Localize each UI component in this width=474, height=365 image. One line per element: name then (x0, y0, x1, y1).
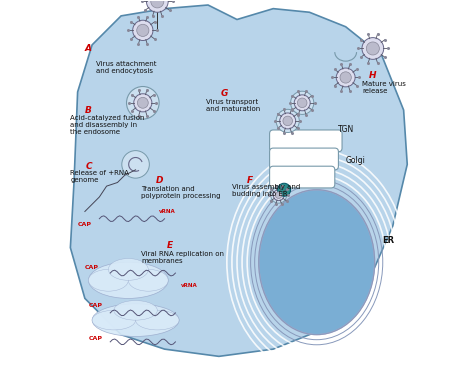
Text: TGN: TGN (338, 126, 355, 134)
Text: D: D (155, 176, 163, 185)
Text: ER: ER (382, 236, 394, 245)
Text: B: B (85, 105, 92, 115)
Circle shape (151, 0, 164, 8)
Circle shape (271, 187, 287, 203)
Ellipse shape (89, 262, 168, 299)
Circle shape (137, 24, 149, 36)
Circle shape (146, 0, 168, 12)
Circle shape (122, 151, 149, 178)
Circle shape (362, 38, 383, 59)
Text: H: H (369, 71, 376, 80)
Text: CAP: CAP (78, 222, 91, 227)
Ellipse shape (136, 310, 179, 330)
Ellipse shape (128, 269, 168, 291)
Text: A: A (85, 44, 92, 53)
Text: Mature virus
release: Mature virus release (362, 81, 406, 94)
Ellipse shape (109, 258, 148, 280)
FancyBboxPatch shape (270, 166, 335, 188)
Text: Acid-catalyzed fusion
and disassembly in
the endosome: Acid-catalyzed fusion and disassembly in… (70, 115, 145, 135)
Circle shape (273, 190, 284, 201)
Circle shape (127, 87, 159, 119)
Polygon shape (70, 5, 407, 356)
Circle shape (280, 113, 296, 129)
Circle shape (134, 94, 152, 112)
Text: CAP: CAP (89, 336, 102, 341)
Circle shape (283, 116, 292, 126)
Text: Golgi: Golgi (346, 156, 365, 165)
Text: vRNA: vRNA (159, 209, 176, 214)
Circle shape (291, 91, 314, 114)
Circle shape (340, 72, 351, 83)
Circle shape (276, 110, 299, 132)
Text: Virus transport
and maturation: Virus transport and maturation (206, 99, 260, 112)
Text: CAP: CAP (85, 265, 99, 270)
Circle shape (275, 192, 282, 199)
Ellipse shape (89, 269, 128, 291)
FancyBboxPatch shape (270, 130, 342, 152)
Text: F: F (246, 176, 253, 185)
FancyBboxPatch shape (270, 148, 338, 170)
Text: G: G (220, 89, 228, 98)
Text: Virus assembly and
budding into ER: Virus assembly and budding into ER (232, 184, 300, 197)
Text: vRNA: vRNA (181, 283, 198, 288)
Circle shape (133, 20, 153, 41)
Ellipse shape (92, 304, 179, 337)
Circle shape (278, 183, 291, 196)
Text: Viral RNA replication on
membranes: Viral RNA replication on membranes (141, 251, 224, 264)
Text: C: C (85, 162, 92, 171)
Circle shape (366, 42, 379, 55)
Text: E: E (167, 241, 173, 250)
Circle shape (137, 97, 148, 108)
Ellipse shape (92, 310, 136, 330)
Text: Release of +RNA
genome: Release of +RNA genome (70, 170, 129, 183)
Text: Translation and
polyprotein processing: Translation and polyprotein processing (141, 186, 220, 199)
Text: Virus attachment
and endocytosis: Virus attachment and endocytosis (96, 61, 156, 74)
Circle shape (297, 98, 307, 108)
Circle shape (294, 95, 310, 111)
Circle shape (336, 68, 355, 87)
Text: CAP: CAP (89, 303, 102, 308)
Ellipse shape (259, 190, 374, 335)
Ellipse shape (114, 301, 157, 320)
